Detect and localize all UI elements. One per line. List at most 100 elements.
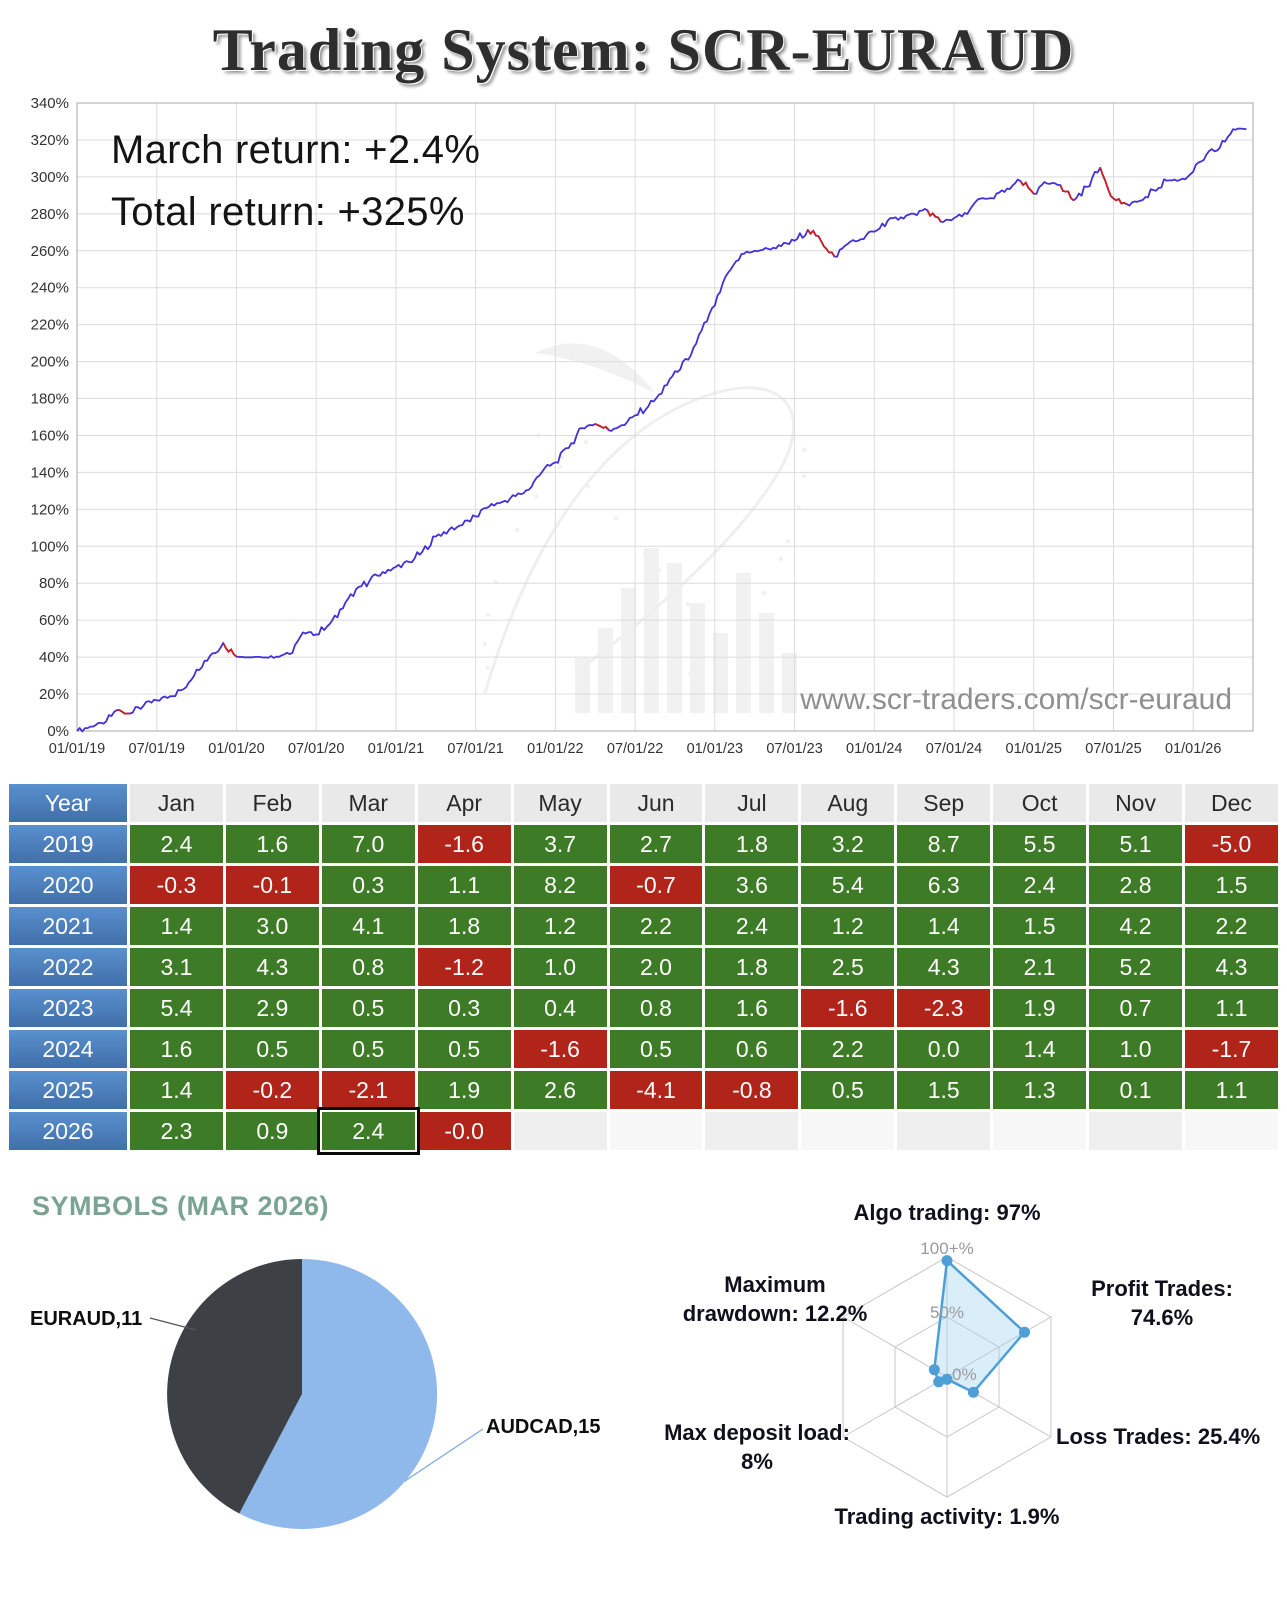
watermark-url: www.scr-traders.com/scr-euraud	[800, 683, 1232, 716]
monthly-returns-table: Year Jan Feb Mar Apr May Jun Jul Aug Sep Oct Nov Dec…	[6, 781, 1281, 1155]
radar-data-polygon	[933, 1259, 1026, 1394]
plot-border	[76, 102, 1254, 732]
x-axis-label: 07/01/22	[607, 741, 663, 757]
page-title: Trading System: SCR-EURAUD	[212, 17, 1075, 83]
y-axis-label: 260%	[31, 243, 69, 260]
watermark-shark-graphic	[482, 343, 807, 713]
table-row: 2019 2.4 1.6 7.0 -1.6 3.7 2.7 1.8 3.2 8.7 5.5 5.1 -5…	[9, 825, 1278, 863]
year-cell: 2019	[9, 825, 127, 863]
x-axis-label: 07/01/19	[129, 741, 185, 757]
radar-data-point	[928, 1364, 940, 1376]
return-cell: -0.0	[417, 1112, 511, 1150]
return-cell: 1.3	[993, 1071, 1087, 1109]
return-cell: -1.6	[417, 825, 511, 863]
return-cell: 2.4	[705, 907, 799, 945]
return-cell: -4.1	[609, 1071, 703, 1109]
month-column-header: Oct	[993, 784, 1087, 822]
return-cell: -0.8	[705, 1071, 799, 1109]
return-cell: 4.3	[897, 948, 991, 986]
x-axis-label: 01/01/19	[49, 741, 105, 757]
return-cell: 1.5	[897, 1071, 991, 1109]
return-cell	[993, 1112, 1087, 1150]
return-cell	[705, 1112, 799, 1150]
y-axis-label: 220%	[31, 317, 69, 334]
return-cell: 2.2	[609, 907, 703, 945]
return-cell: 0.1	[1089, 1071, 1182, 1109]
return-cell: 0.9	[225, 1112, 319, 1150]
x-axis-label: 01/01/25	[1006, 741, 1062, 757]
table-row: 2024 1.6 0.5 0.5 0.5 -1.6 0.5 0.6 2.2 0.0 1.4 1.0 -1…	[9, 1030, 1278, 1068]
return-cell: 1.2	[801, 907, 895, 945]
radar-data-point	[941, 1373, 953, 1385]
return-cell: 1.4	[897, 907, 991, 945]
return-cell: -5.0	[1184, 825, 1278, 863]
return-cell: 2.2	[1184, 907, 1278, 945]
x-axis-label: 01/01/22	[527, 741, 583, 757]
return-cell: 1.5	[993, 907, 1087, 945]
x-axis-label: 01/01/23	[687, 741, 743, 757]
drawdown-segment	[222, 642, 238, 658]
radar-ring-label-0: 0%	[952, 1365, 977, 1384]
return-cell: 0.3	[417, 989, 511, 1027]
return-cell: 2.9	[225, 989, 319, 1027]
march-return-annotation: March return: +2.4%	[111, 128, 481, 172]
return-cell: 0.6	[705, 1030, 799, 1068]
drawdown-segment	[1112, 197, 1128, 205]
return-cell: 2.4	[316, 1107, 420, 1155]
return-cell: 3.6	[705, 866, 799, 904]
y-axis-label: 320%	[31, 132, 69, 149]
drawdown-segment	[1059, 184, 1075, 202]
return-cell: 1.9	[993, 989, 1087, 1027]
return-cell: 1.4	[130, 907, 223, 945]
return-cell: -2.3	[897, 989, 991, 1027]
bottom-section: SYMBOLS (MAR 2026) EURAUD,11 AUDCAD,15 A…	[0, 1153, 1287, 1598]
month-column-header: Jan	[130, 784, 223, 822]
return-cell: 2.2	[801, 1030, 895, 1068]
radar-grid-spoke	[946, 1316, 1052, 1378]
x-axis-label: 07/01/21	[447, 741, 503, 757]
return-cell: 6.3	[897, 866, 991, 904]
return-cell: -1.2	[417, 948, 511, 986]
return-cell	[1089, 1112, 1182, 1150]
return-cell: 2.0	[609, 948, 703, 986]
return-cell: 2.1	[993, 948, 1087, 986]
return-cell: -1.6	[801, 989, 895, 1027]
return-cell: 5.1	[1089, 825, 1182, 863]
return-cell: 7.0	[321, 825, 415, 863]
equity-line	[76, 127, 1247, 733]
drawdown-segment	[926, 209, 942, 223]
equity-chart: 0% 20% 40% 60% 80% 100% 120% 140% 160% 180% 200% 22…	[31, 95, 1254, 757]
month-column-header: Dec	[1184, 784, 1278, 822]
year-column-header: Year	[9, 784, 127, 822]
return-cell	[513, 1112, 607, 1150]
return-cell: 3.1	[130, 948, 223, 986]
return-cell: 3.2	[801, 825, 895, 863]
month-column-header: Mar	[321, 784, 415, 822]
y-axis-label: 160%	[31, 427, 69, 444]
y-axis-label: 100%	[31, 538, 69, 555]
return-cell: 5.2	[1089, 948, 1182, 986]
table-row: 2023 5.4 2.9 0.5 0.3 0.4 0.8 1.6 -1.6 -2.3 1.9 0.7 1…	[9, 989, 1278, 1027]
return-cell: 0.3	[321, 866, 415, 904]
year-cell: 2024	[9, 1030, 127, 1068]
y-axis-label: 80%	[39, 575, 69, 592]
return-cell: 3.0	[225, 907, 319, 945]
return-cell: 0.0	[897, 1030, 991, 1068]
radar-label-loss-trades: Loss Trades: 25.4%	[1056, 1424, 1261, 1449]
drawdown-segment	[1019, 180, 1035, 195]
x-axis-label: 07/01/24	[926, 741, 982, 757]
return-cell: 5.4	[801, 866, 895, 904]
return-cell: 1.1	[1184, 989, 1278, 1027]
return-cell: 1.6	[225, 825, 319, 863]
x-axis-label: 01/01/24	[846, 741, 902, 757]
y-axis-label: 300%	[31, 169, 69, 186]
return-cell: 0.5	[225, 1030, 319, 1068]
y-axis-label: 40%	[39, 649, 69, 666]
return-cell: 0.8	[609, 989, 703, 1027]
return-cell: 4.3	[1184, 948, 1278, 986]
drawdown-segment	[116, 709, 131, 715]
return-cell: 4.3	[225, 948, 319, 986]
return-cell: 2.6	[513, 1071, 607, 1109]
pie-slice	[167, 1259, 302, 1514]
radar-label-max-deposit-load: Max deposit load: 8%	[664, 1420, 850, 1474]
